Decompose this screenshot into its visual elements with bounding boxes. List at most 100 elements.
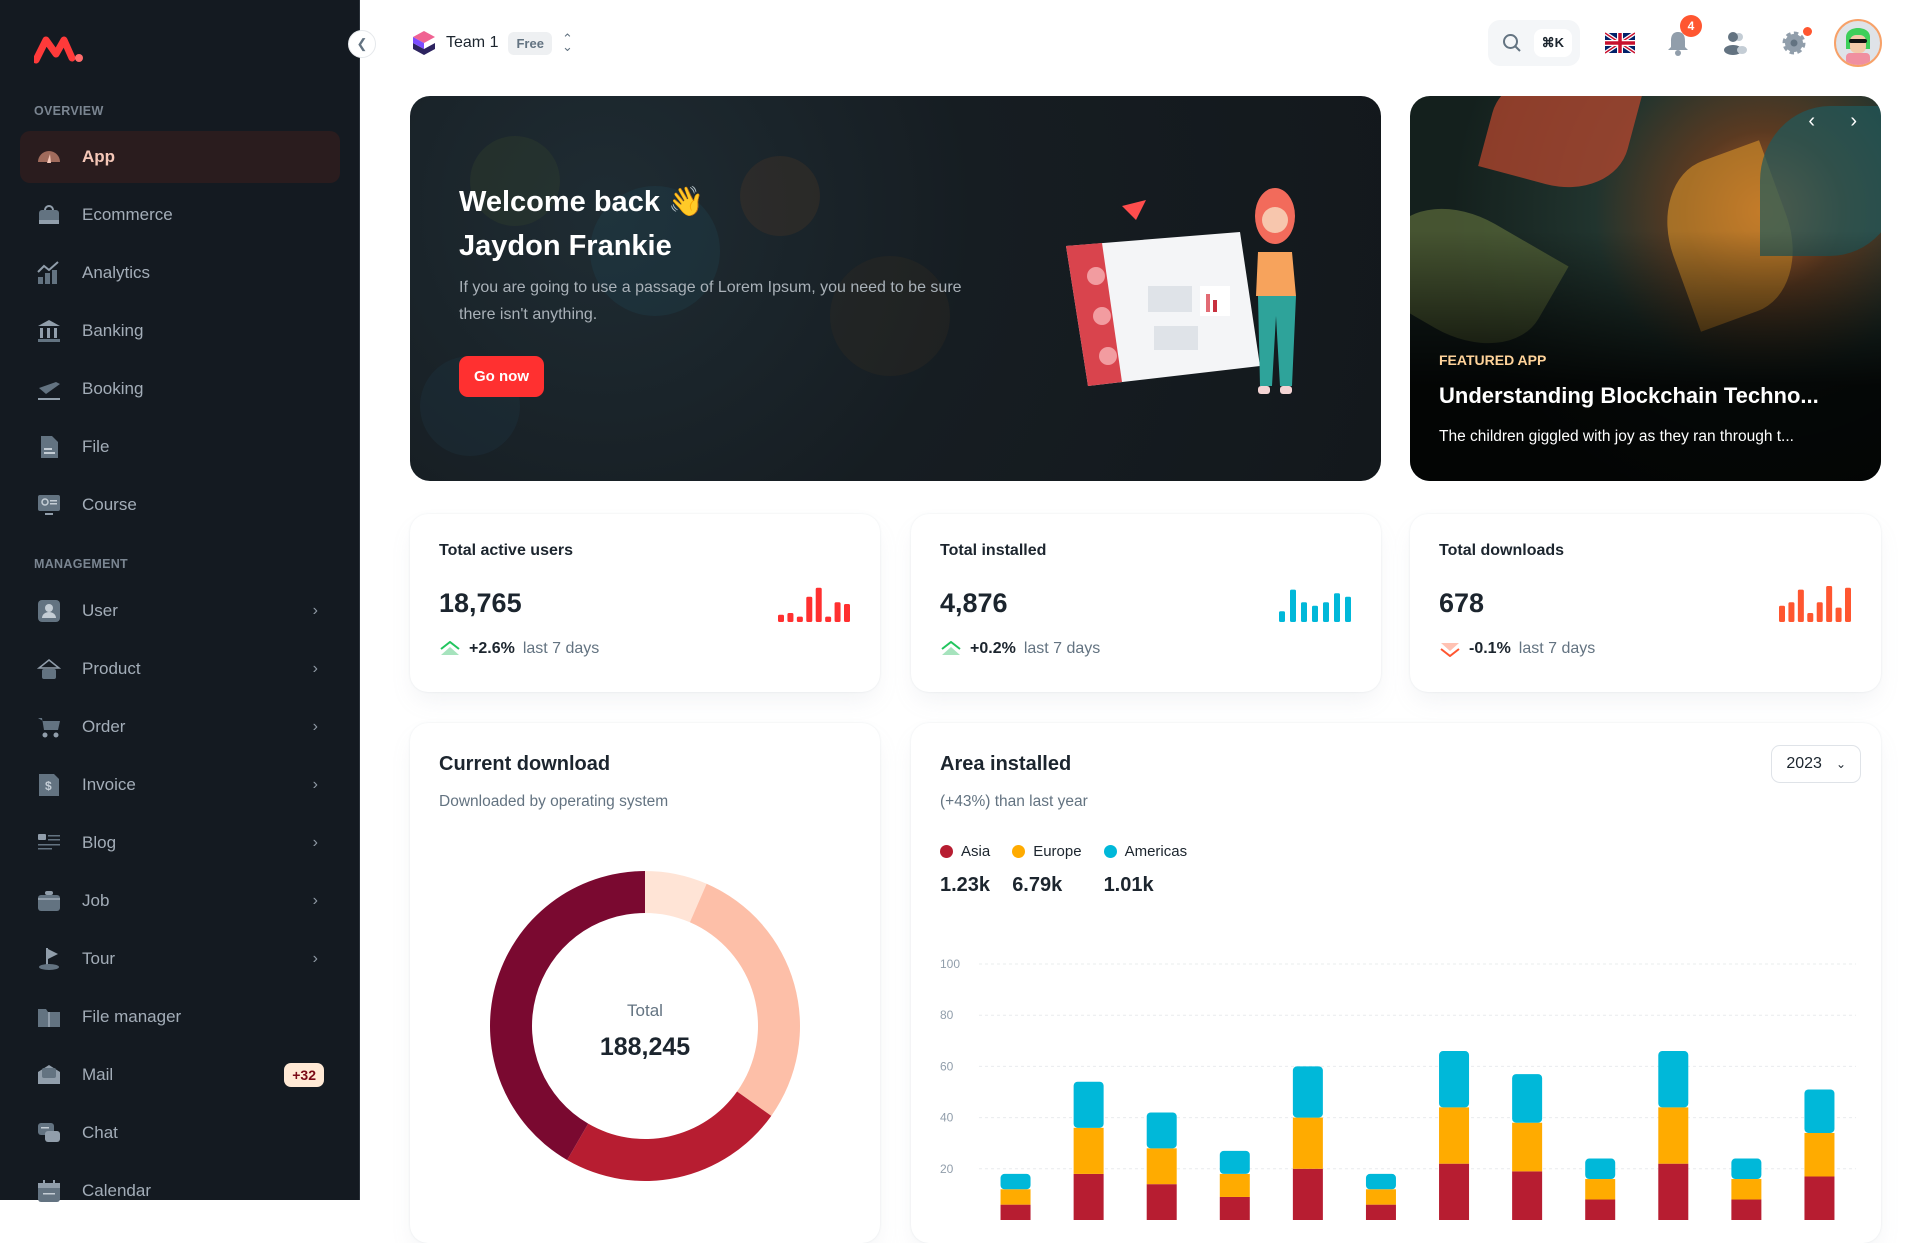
sidebar-item-mail[interactable]: Mail +32 [20, 1049, 340, 1101]
bar-americas[interactable] [1512, 1074, 1543, 1123]
featured-title[interactable]: Understanding Blockchain Techno... [1439, 383, 1819, 408]
contacts-button[interactable] [1718, 25, 1754, 61]
y-tick-label: 40 [940, 1111, 954, 1125]
bar-asia[interactable] [1146, 1184, 1177, 1220]
donut-slice[interactable] [645, 871, 707, 923]
bar-europe[interactable] [1439, 1107, 1470, 1164]
bar-asia[interactable] [1000, 1204, 1031, 1220]
stat-period: last 7 days [522, 640, 600, 657]
go-now-button[interactable]: Go now [459, 356, 544, 397]
stacked-bar-chart: 20 40 60 80 100 [940, 957, 1856, 1220]
team-switcher[interactable]: Team 1 Free ⌃ ⌄ [412, 30, 573, 56]
sidebar-item-blog[interactable]: Blog › [20, 817, 340, 869]
collapse-sidebar-button[interactable]: ❮ [348, 30, 376, 58]
bar-americas[interactable] [1439, 1051, 1470, 1108]
bar-europe[interactable] [1219, 1173, 1250, 1197]
bar-asia[interactable] [1658, 1163, 1689, 1220]
sidebar-item-chat[interactable]: Chat [20, 1107, 340, 1159]
bar-asia[interactable] [1512, 1171, 1543, 1220]
search-button[interactable]: ⌘K [1487, 20, 1580, 66]
bar-europe[interactable] [1512, 1122, 1543, 1172]
stat-title: Total installed [940, 542, 1047, 559]
sidebar-item-course[interactable]: Course [20, 479, 340, 531]
sidebar-item-app[interactable]: App [20, 131, 340, 183]
sparkline-bar [796, 616, 803, 622]
sparkline-bar [1816, 602, 1823, 622]
sidebar-item-calendar[interactable]: Calendar [20, 1165, 340, 1217]
stat-value: 4,876 [940, 588, 1008, 618]
bar-americas[interactable] [1658, 1051, 1689, 1108]
bar-asia[interactable] [1073, 1173, 1104, 1220]
stat-card: Total downloads 678 -0.1% last 7 days [1410, 514, 1881, 692]
bar-asia[interactable] [1292, 1168, 1323, 1220]
bar-americas[interactable] [1000, 1173, 1031, 1190]
airplane-icon [36, 376, 62, 402]
avatar[interactable] [1834, 19, 1882, 67]
sidebar-item-ecommerce[interactable]: Ecommerce [20, 189, 340, 241]
bar-americas[interactable] [1146, 1112, 1177, 1149]
sidebar-item-order[interactable]: Order › [20, 701, 340, 753]
bar-europe[interactable] [1804, 1132, 1835, 1177]
trend-up-icon [440, 641, 460, 655]
sidebar-item-product[interactable]: Product › [20, 643, 340, 695]
sidebar-item-user[interactable]: User › [20, 585, 340, 637]
bar-europe[interactable] [1073, 1127, 1104, 1174]
y-tick-label: 20 [940, 1162, 954, 1176]
bar-americas[interactable] [1219, 1150, 1250, 1174]
carousel-next-button[interactable]: › [1850, 110, 1857, 132]
bar-americas[interactable] [1292, 1066, 1323, 1118]
sidebar-item-file[interactable]: File [20, 421, 340, 473]
carousel-prev-button[interactable]: ‹ [1808, 110, 1815, 132]
sidebar-item-invoice[interactable]: $ Invoice › [20, 759, 340, 811]
bar-europe[interactable] [1658, 1107, 1689, 1164]
donut-slice[interactable] [567, 1091, 772, 1181]
year-select[interactable]: 2023 ⌄ [1771, 745, 1861, 783]
bar-europe[interactable] [1146, 1148, 1177, 1185]
bar-europe[interactable] [1365, 1189, 1396, 1205]
sidebar-item-tour[interactable]: Tour › [20, 933, 340, 985]
legend-label: Americas [1124, 843, 1188, 860]
bar-asia[interactable] [1804, 1176, 1835, 1220]
bar-asia[interactable] [1439, 1163, 1470, 1220]
bar-europe[interactable] [1731, 1179, 1762, 1200]
sidebar-item-analytics[interactable]: Analytics [20, 247, 340, 299]
featured-text: The children giggled with joy as they ra… [1439, 428, 1794, 445]
bar-americas[interactable] [1585, 1158, 1616, 1180]
bar-americas[interactable] [1804, 1089, 1835, 1133]
donut-slice[interactable] [689, 883, 800, 1116]
logo[interactable] [34, 34, 84, 64]
legend-item[interactable]: Europe 6.79k [1012, 843, 1082, 897]
sidebar-item-booking[interactable]: Booking [20, 363, 340, 415]
bar-americas[interactable] [1073, 1081, 1104, 1128]
svg-text:$: $ [45, 779, 52, 793]
sparkline-bar [778, 614, 784, 622]
featured-app-carousel[interactable]: ‹ › FEATURED APP Understanding Blockchai… [1410, 96, 1881, 481]
bar-asia[interactable] [1365, 1204, 1396, 1220]
current-download-subtitle: Downloaded by operating system [439, 793, 669, 810]
sidebar-item-label: App [82, 147, 116, 166]
donut-slice[interactable] [490, 871, 645, 1160]
sidebar-item-file-manager[interactable]: File manager [20, 991, 340, 1043]
sparkline-bar [1301, 602, 1307, 622]
legend-item[interactable]: Asia 1.23k [940, 843, 990, 897]
bar-americas[interactable] [1365, 1173, 1396, 1190]
bar-europe[interactable] [1585, 1179, 1616, 1200]
sparkline-bar [1279, 611, 1285, 622]
bar-asia[interactable] [1585, 1199, 1616, 1220]
bar-europe[interactable] [1000, 1189, 1031, 1205]
chevron-right-icon: › [312, 950, 318, 967]
settings-button[interactable] [1776, 25, 1812, 61]
sparkline-bar [1845, 587, 1851, 622]
sparkline-chart [1279, 589, 1351, 622]
notifications-button[interactable]: 4 [1660, 15, 1702, 61]
bar-asia[interactable] [1731, 1199, 1762, 1220]
bar-americas[interactable] [1731, 1158, 1762, 1180]
sidebar-item-job[interactable]: Job › [20, 875, 340, 927]
bar-asia[interactable] [1219, 1196, 1250, 1220]
legend-item[interactable]: Americas 1.01k [1103, 843, 1188, 897]
bar-europe[interactable] [1292, 1117, 1323, 1169]
language-button[interactable] [1602, 25, 1638, 61]
course-icon [36, 492, 62, 518]
sidebar-item-label: Chat [82, 1123, 118, 1142]
sidebar-item-banking[interactable]: Banking [20, 305, 340, 357]
